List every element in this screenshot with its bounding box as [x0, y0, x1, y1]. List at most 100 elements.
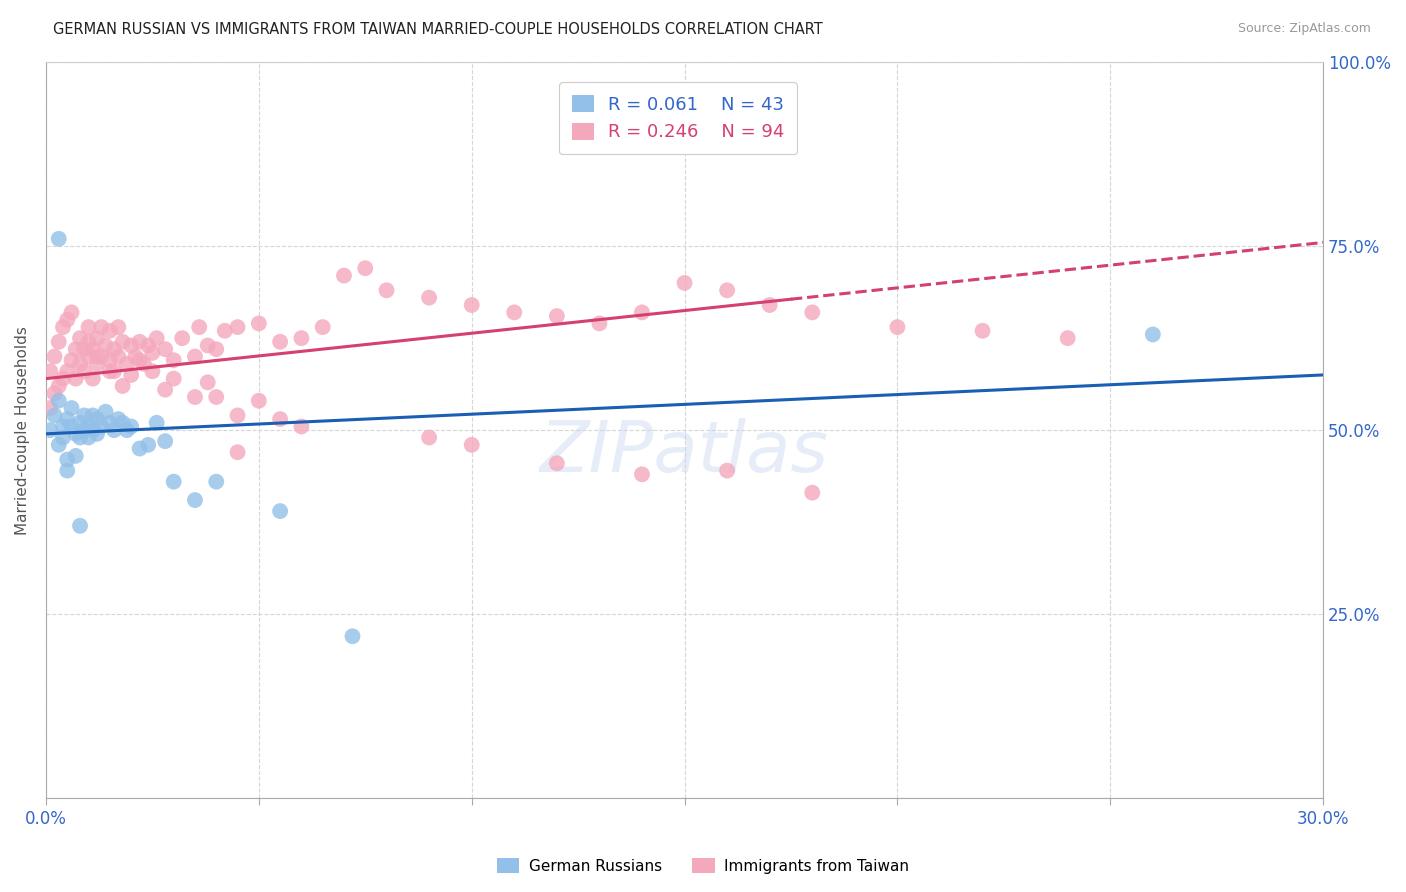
Point — [69, 518, 91, 533]
Point — [39, 423, 62, 437]
Point — [1056, 331, 1078, 345]
Point — [141, 346, 163, 360]
Point — [716, 464, 738, 478]
Point — [69, 416, 91, 430]
Point — [48, 393, 70, 408]
Point — [269, 334, 291, 349]
Point — [128, 353, 150, 368]
Point — [197, 376, 219, 390]
Point — [153, 342, 176, 356]
Point — [354, 261, 377, 276]
Y-axis label: Married-couple Households: Married-couple Households — [15, 326, 30, 534]
Point — [77, 350, 100, 364]
Point — [226, 445, 249, 459]
Point — [136, 338, 159, 352]
Point — [98, 324, 121, 338]
Point — [163, 475, 186, 489]
Point — [333, 268, 356, 283]
Point — [631, 467, 654, 482]
Point — [56, 412, 79, 426]
Point — [111, 379, 134, 393]
Point — [82, 423, 104, 437]
Point — [184, 390, 207, 404]
Point — [98, 364, 121, 378]
Point — [44, 386, 66, 401]
Point — [69, 430, 91, 444]
Point — [375, 283, 398, 297]
Point — [48, 334, 70, 349]
Point — [94, 405, 117, 419]
Point — [90, 320, 112, 334]
Point — [73, 409, 96, 423]
Point — [107, 320, 129, 334]
Point — [77, 419, 100, 434]
Point — [39, 364, 62, 378]
Point — [111, 334, 134, 349]
Point — [184, 493, 207, 508]
Point — [48, 438, 70, 452]
Point — [886, 320, 908, 334]
Point — [65, 426, 87, 441]
Legend: R = 0.061    N = 43, R = 0.246    N = 94: R = 0.061 N = 43, R = 0.246 N = 94 — [560, 82, 797, 154]
Point — [188, 320, 211, 334]
Point — [60, 401, 83, 415]
Point — [631, 305, 654, 319]
Point — [52, 320, 75, 334]
Point — [65, 449, 87, 463]
Point — [503, 305, 526, 319]
Text: GERMAN RUSSIAN VS IMMIGRANTS FROM TAIWAN MARRIED-COUPLE HOUSEHOLDS CORRELATION C: GERMAN RUSSIAN VS IMMIGRANTS FROM TAIWAN… — [53, 22, 823, 37]
Point — [39, 401, 62, 415]
Point — [86, 357, 108, 371]
Point — [56, 452, 79, 467]
Point — [269, 504, 291, 518]
Point — [141, 364, 163, 378]
Point — [128, 442, 150, 456]
Point — [60, 353, 83, 368]
Point — [153, 383, 176, 397]
Point — [124, 350, 146, 364]
Point — [86, 331, 108, 345]
Point — [65, 342, 87, 356]
Point — [460, 438, 482, 452]
Point — [172, 331, 194, 345]
Point — [290, 331, 312, 345]
Point — [82, 371, 104, 385]
Point — [972, 324, 994, 338]
Point — [120, 338, 142, 352]
Point — [69, 357, 91, 371]
Point — [98, 353, 121, 368]
Point — [52, 371, 75, 385]
Point — [90, 419, 112, 434]
Point — [94, 338, 117, 352]
Point — [136, 438, 159, 452]
Point — [44, 350, 66, 364]
Point — [103, 423, 125, 437]
Point — [48, 232, 70, 246]
Point — [86, 412, 108, 426]
Legend: German Russians, Immigrants from Taiwan: German Russians, Immigrants from Taiwan — [491, 852, 915, 880]
Point — [111, 416, 134, 430]
Point — [56, 312, 79, 326]
Point — [60, 305, 83, 319]
Point — [269, 412, 291, 426]
Point — [184, 350, 207, 364]
Point — [77, 430, 100, 444]
Point — [153, 434, 176, 449]
Point — [673, 276, 696, 290]
Point — [60, 419, 83, 434]
Point — [716, 283, 738, 297]
Point — [69, 331, 91, 345]
Point — [52, 430, 75, 444]
Point — [56, 464, 79, 478]
Point — [103, 342, 125, 356]
Point — [342, 629, 364, 643]
Point — [132, 357, 155, 371]
Point — [163, 353, 186, 368]
Point — [56, 364, 79, 378]
Point — [588, 317, 610, 331]
Point — [163, 371, 186, 385]
Point — [103, 364, 125, 378]
Point — [73, 342, 96, 356]
Point — [205, 390, 228, 404]
Point — [73, 423, 96, 437]
